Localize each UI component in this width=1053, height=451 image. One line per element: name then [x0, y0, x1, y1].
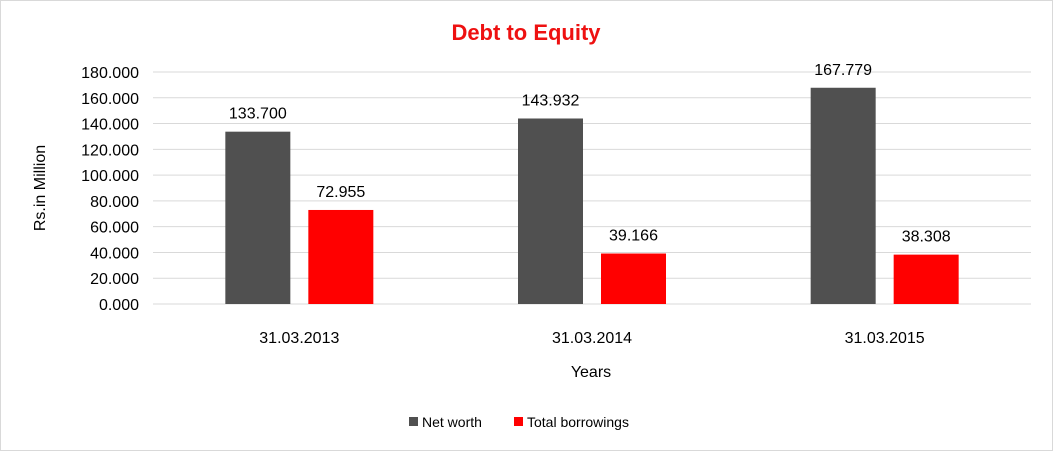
x-axis-categories: 31.03.2013 31.03.2014 31.03.2015	[259, 330, 925, 347]
y-tick-label: 120.000	[81, 142, 139, 159]
bar-net-worth-2	[518, 118, 583, 305]
data-label-net-worth-3: 167.779	[814, 62, 872, 79]
legend-label-total-borrowings: Total borrowings	[527, 414, 629, 430]
x-axis-title: Years	[571, 364, 611, 381]
y-tick-label: 180.000	[81, 65, 139, 82]
y-tick-label: 20.000	[90, 271, 139, 288]
x-category-label: 31.03.2013	[259, 330, 339, 347]
chart-title: Debt to Equity	[451, 20, 601, 45]
y-axis-title: Rs.in Million	[32, 145, 49, 231]
data-label-net-worth-1: 133.700	[229, 106, 287, 123]
y-tick-label: 60.000	[90, 220, 139, 237]
y-tick-label: 80.000	[90, 194, 139, 211]
x-category-label: 31.03.2015	[845, 330, 925, 347]
y-tick-label: 140.000	[81, 117, 139, 134]
legend-label-net-worth: Net worth	[422, 414, 482, 430]
gridlines	[153, 71, 1031, 279]
bars	[225, 87, 959, 305]
bar-net-worth-1	[225, 131, 291, 304]
data-label-total-borrowings-2: 39.166	[609, 228, 658, 245]
data-label-net-worth-2: 143.932	[522, 92, 580, 109]
y-tick-label: 40.000	[90, 245, 139, 262]
bar-total-borrowings-3	[893, 254, 959, 304]
y-tick-label: 0.000	[99, 297, 139, 314]
bar-total-borrowings-1	[308, 209, 374, 304]
bar-total-borrowings-2	[601, 253, 666, 304]
legend: Net worth Total borrowings	[409, 414, 629, 430]
y-axis-ticks: 0.000 20.000 40.000 60.000 80.000 100.000 120.…	[81, 65, 139, 314]
data-label-total-borrowings-3: 38.308	[902, 229, 951, 246]
legend-swatch-total-borrowings	[514, 417, 523, 426]
data-labels: 133.700 72.955 143.932 39.166 167.779 38.308	[229, 62, 951, 246]
x-category-label: 31.03.2014	[552, 330, 632, 347]
y-tick-label: 100.000	[81, 168, 139, 185]
bar-net-worth-3	[810, 87, 876, 304]
y-tick-label: 160.000	[81, 91, 139, 108]
legend-swatch-net-worth	[409, 417, 418, 426]
data-label-total-borrowings-1: 72.955	[316, 184, 365, 201]
